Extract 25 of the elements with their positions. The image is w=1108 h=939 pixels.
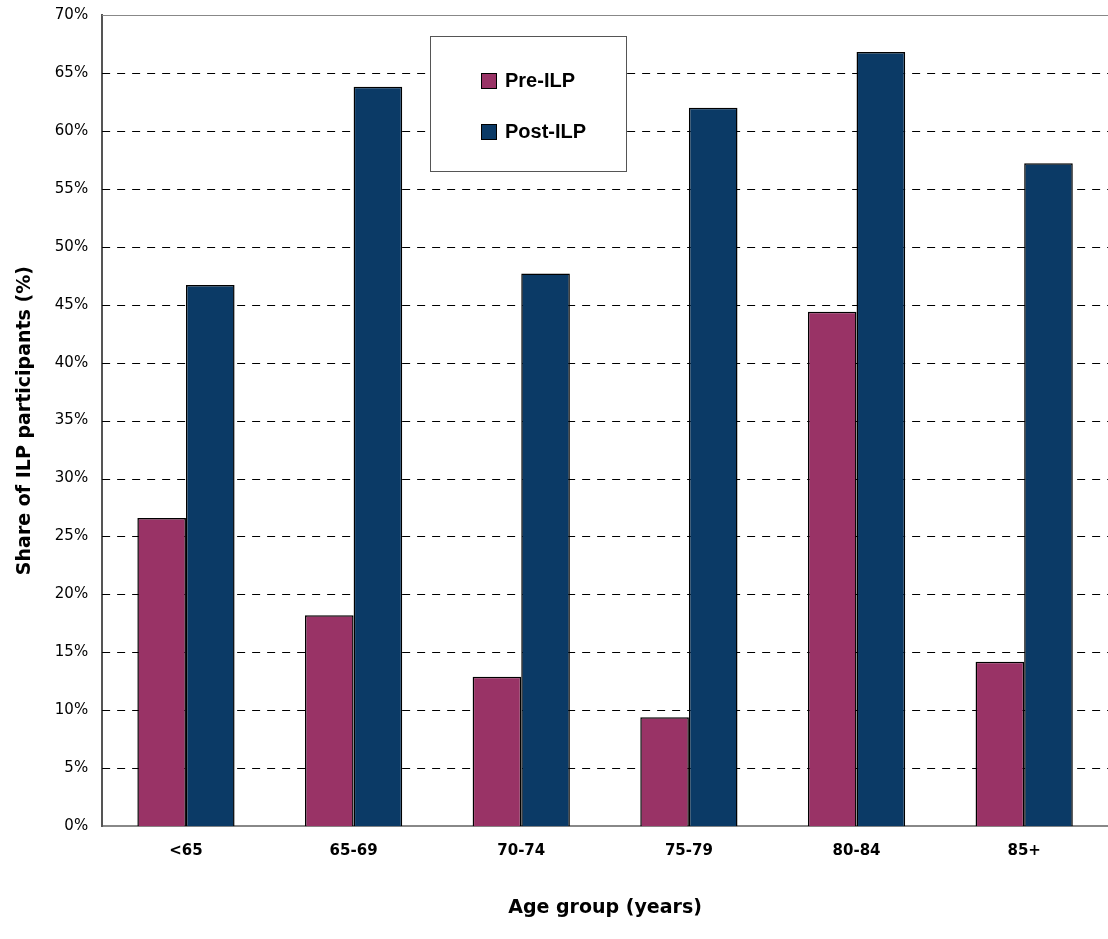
- y-tick-label: 5%: [64, 758, 89, 777]
- y-tick-label: 70%: [54, 4, 89, 23]
- y-tick-label: 15%: [54, 642, 89, 661]
- y-tick-label: 20%: [54, 584, 89, 603]
- x-tick-label: 70-74: [497, 841, 546, 860]
- y-tick-label: 55%: [54, 178, 89, 197]
- x-axis-title: Age group (years): [508, 894, 702, 917]
- legend-label: Pre-ILP: [505, 69, 576, 92]
- y-tick-label: 40%: [54, 352, 89, 371]
- y-tick-label: 0%: [64, 816, 89, 835]
- y-axis-title: Share of ILP participants (%): [12, 266, 35, 576]
- y-tick-label: 35%: [54, 410, 89, 429]
- y-tick-label: 45%: [54, 294, 89, 313]
- y-tick-label: 65%: [54, 62, 89, 81]
- y-tick-label: 10%: [54, 700, 89, 719]
- y-tick-label: 50%: [54, 236, 89, 255]
- y-tick-label: 25%: [54, 526, 89, 545]
- y-tick-label: 30%: [54, 468, 89, 487]
- x-tick-label: <65: [169, 841, 203, 860]
- x-tick-label: 80-84: [832, 841, 881, 860]
- legend-label: Post-ILP: [505, 120, 587, 143]
- x-tick-label: 65-69: [329, 841, 378, 860]
- x-tick-label: 75-79: [664, 841, 713, 860]
- x-tick-label: 85+: [1007, 841, 1041, 860]
- y-tick-label: 60%: [54, 120, 89, 139]
